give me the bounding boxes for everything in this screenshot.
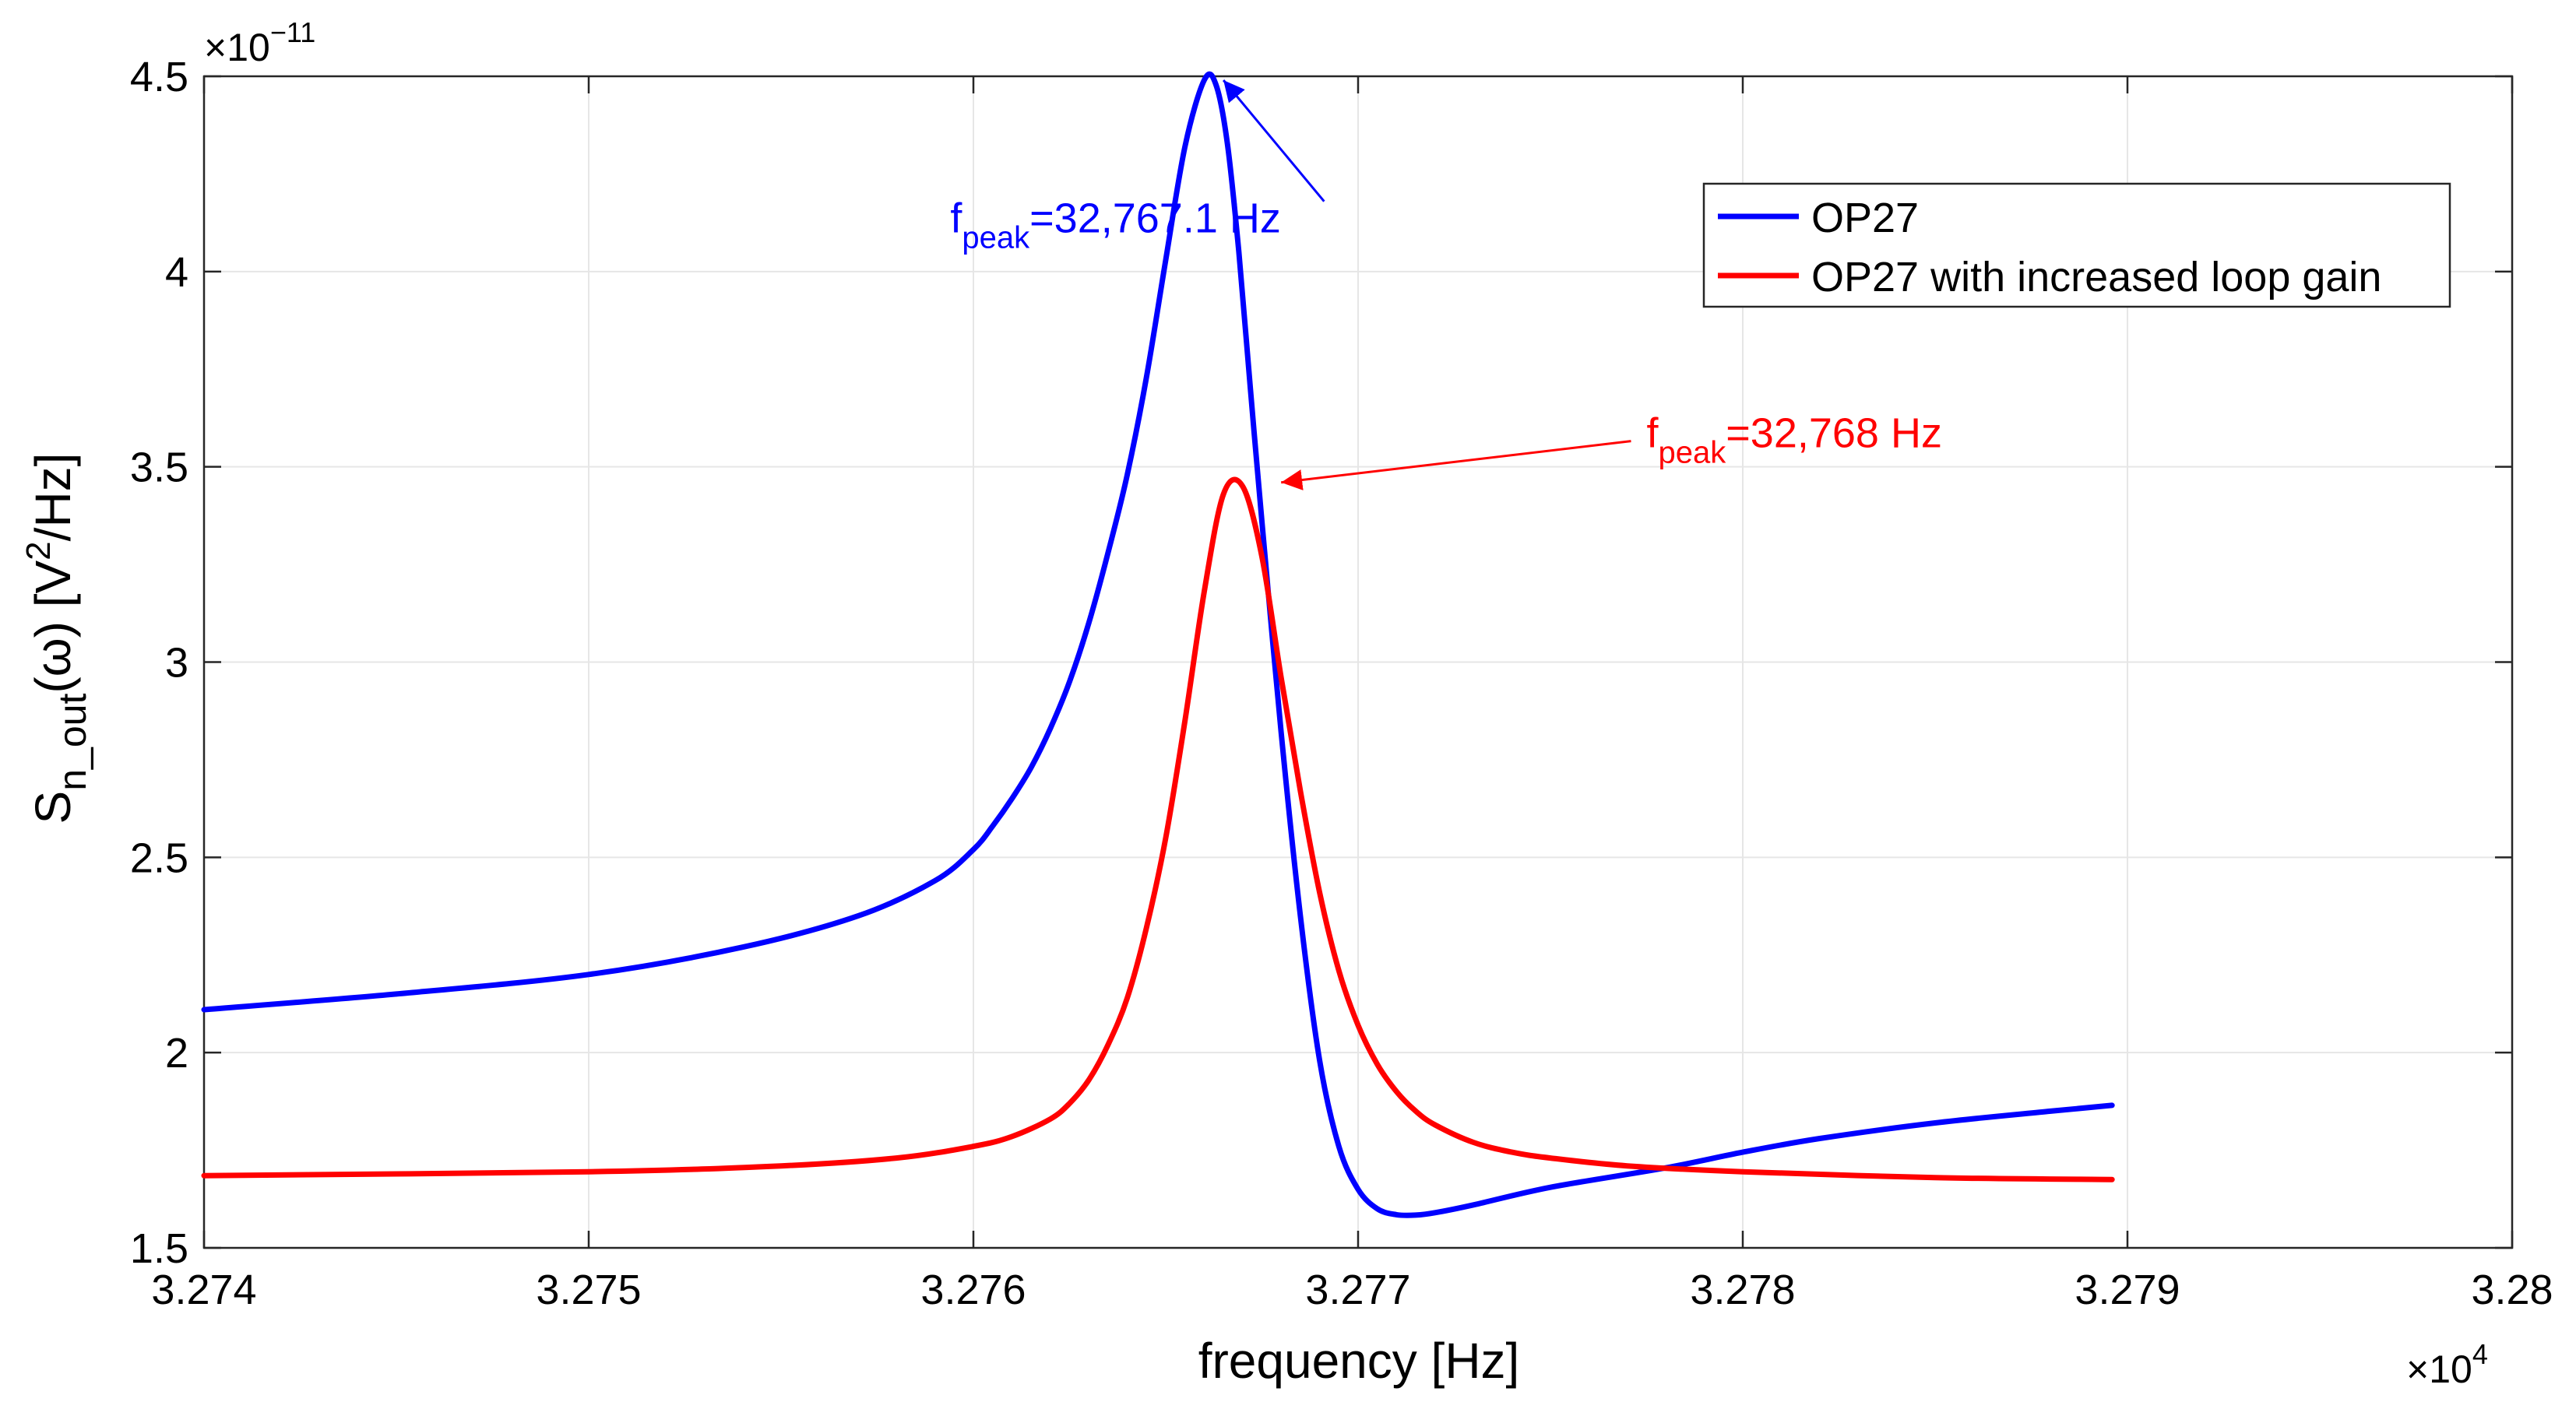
y-tick-label: 3.5 xyxy=(130,444,188,491)
y-axis-label-rest: (ω) [V xyxy=(25,560,81,693)
series-lines xyxy=(201,71,2115,1218)
legend-label-op27-increased-gain: OP27 with increased loop gain xyxy=(1811,254,2381,300)
x-axis-label: frequency [Hz] xyxy=(1198,1333,1520,1389)
legend-label-op27: OP27 xyxy=(1811,195,1919,241)
y-tick-label: 2.5 xyxy=(130,835,188,881)
x-tick-label: 3.28 xyxy=(2471,1267,2553,1313)
series-line-op27-increased-gain xyxy=(201,476,2115,1182)
x-exponent-power: 4 xyxy=(2472,1338,2488,1370)
legend-box xyxy=(1702,182,2451,308)
x-tick-label: 3.279 xyxy=(2075,1267,2180,1313)
x-tick-label: 3.276 xyxy=(920,1267,1026,1313)
annotation-label: fpeak=32,767.1 Hz xyxy=(950,195,1281,255)
y-tick-label: 1.5 xyxy=(130,1225,188,1272)
annotation-arrow xyxy=(1281,440,1631,490)
annotation-label-sub: peak xyxy=(962,221,1030,255)
legend: OP27 OP27 with increased loop gain xyxy=(1702,182,2451,308)
y-tick-label: 3 xyxy=(165,640,188,687)
x-tick-label: 3.274 xyxy=(151,1267,256,1313)
x-tick-label: 3.278 xyxy=(1690,1267,1795,1313)
annotation-label-main: f xyxy=(1647,410,1659,457)
y-tick-label: 4.5 xyxy=(130,54,188,100)
y-exponent-base: ×10 xyxy=(204,26,270,69)
series-line-op27 xyxy=(201,71,2115,1218)
x-tick-label: 3.275 xyxy=(536,1267,641,1313)
annotation-label: fpeak=32,768 Hz xyxy=(1647,410,1942,470)
y-axis-label-sub: n_out xyxy=(51,694,94,791)
annotation-label-sub: peak xyxy=(1659,436,1727,470)
axis-ticks: 3.274 3.275 3.276 3.277 3.278 3.279 3.28 1.5 2 2.… xyxy=(130,54,2553,1313)
x-axis-exponent: ×104 xyxy=(2406,1338,2488,1391)
y-axis-label-main: S xyxy=(25,791,81,824)
x-tick-label: 3.277 xyxy=(1305,1267,1410,1313)
y-exponent-power: −11 xyxy=(270,16,315,48)
y-tick-label: 4 xyxy=(165,249,188,296)
y-axis-exponent: ×10−11 xyxy=(204,16,315,69)
annotation-arrow xyxy=(1222,79,1325,202)
y-axis-label-sup: 2 xyxy=(19,541,58,560)
annotation-label-rest: =32,767.1 Hz xyxy=(1029,195,1281,242)
annotation-label-main: f xyxy=(950,195,962,242)
annotation-label-rest: =32,768 Hz xyxy=(1726,410,1942,457)
y-axis-label: Sn_out(ω) [V2/Hz] xyxy=(19,453,94,824)
y-axis-label-tail: /Hz] xyxy=(25,453,81,542)
y-tick-label: 2 xyxy=(165,1030,188,1077)
x-exponent-base: ×10 xyxy=(2406,1348,2472,1391)
